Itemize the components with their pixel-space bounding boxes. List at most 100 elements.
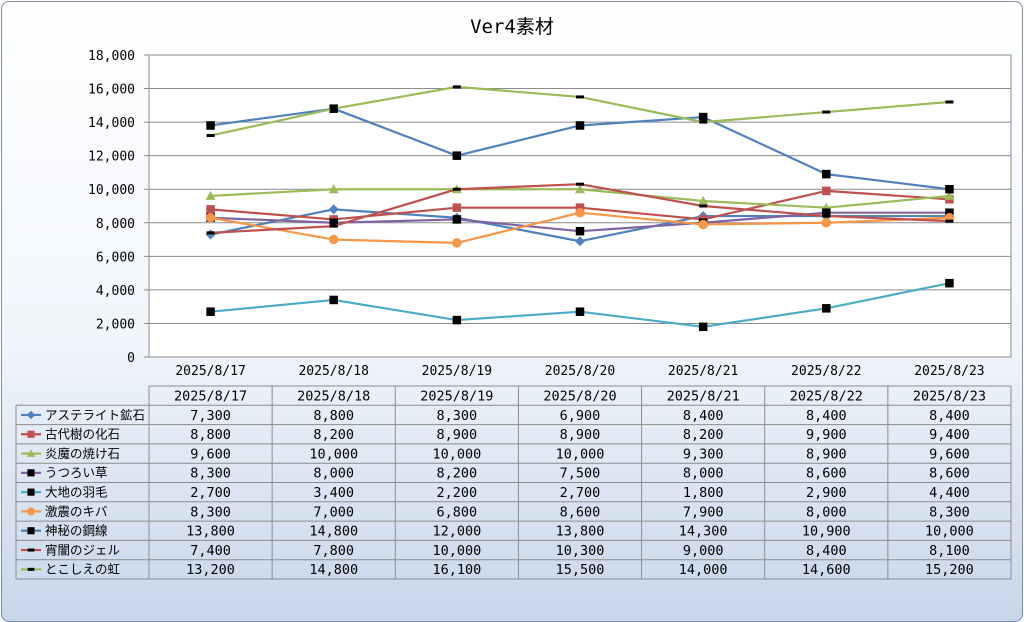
legend-key (21, 410, 41, 420)
table-cell-value: 14,800 (309, 524, 358, 540)
y-tick-label: 0 (127, 351, 135, 366)
point-marker (698, 112, 708, 122)
table-cell-value: 10,900 (802, 524, 851, 540)
table-header-date: 2025/8/17 (174, 389, 247, 405)
y-tick-label: 10,000 (88, 183, 135, 198)
table-cell-value: 7,300 (190, 408, 231, 424)
point-marker (26, 449, 36, 457)
table-cell-value: 8,100 (929, 543, 970, 559)
point-marker (945, 278, 954, 288)
table-cell-value: 7,500 (560, 466, 601, 482)
point-marker (206, 121, 215, 130)
point-marker (452, 151, 462, 160)
table-cell-value: 14,300 (679, 524, 728, 540)
x-tick-label: 2025/8/23 (914, 364, 984, 379)
point-marker (27, 469, 35, 477)
point-marker (205, 212, 216, 223)
point-marker (944, 190, 955, 200)
table-header-date: 2025/8/21 (667, 389, 740, 405)
table-cell-value: 8,300 (437, 408, 478, 424)
x-tick-label: 2025/8/21 (668, 364, 738, 379)
legend-key (21, 567, 41, 571)
table-cell-value: 12,000 (432, 524, 481, 540)
point-marker (27, 488, 35, 496)
point-marker (27, 567, 35, 571)
table-cell-value: 9,000 (683, 543, 724, 559)
legend-label: とこしえの虹 (45, 562, 121, 577)
x-tick-label: 2025/8/17 (175, 364, 245, 379)
table-header-date: 2025/8/19 (420, 389, 493, 405)
point-marker (329, 295, 338, 305)
chart-title: Ver4素材 (470, 16, 554, 38)
legend-key (21, 548, 41, 552)
x-tick-label: 2025/8/22 (791, 364, 861, 379)
table-cell-value: 9,300 (683, 446, 724, 462)
table-cell-value: 13,200 (186, 562, 235, 578)
point-marker (945, 208, 954, 217)
table-cell-value: 8,300 (190, 466, 231, 482)
table-cell-value: 10,000 (432, 543, 481, 559)
table-cell-value: 6,900 (560, 408, 601, 424)
table-cell-value: 7,900 (683, 504, 724, 520)
y-tick-label: 4,000 (96, 284, 135, 299)
y-tick-label: 18,000 (88, 49, 135, 64)
table-cell-value: 8,200 (683, 427, 724, 443)
series-5 (206, 278, 954, 332)
table-header-date: 2025/8/18 (297, 389, 370, 405)
point-marker (575, 226, 585, 236)
table-cell-value: 2,700 (560, 485, 601, 501)
point-marker (329, 218, 338, 228)
point-marker (822, 110, 831, 114)
legend-key (21, 430, 41, 438)
table-cell-value: 8,200 (313, 427, 354, 443)
table-cell-value: 10,000 (432, 446, 481, 462)
data-table: 2025/8/17 2025/8/18 2025/8/19 2025/8/20 2025… (15, 385, 1012, 580)
table-cell-value: 8,600 (560, 504, 601, 520)
point-marker (27, 527, 35, 535)
table-cell-value: 9,600 (929, 446, 970, 462)
legend-key (21, 488, 41, 496)
point-marker (945, 184, 954, 194)
table-cell-value: 13,800 (186, 524, 235, 540)
table-cell-value: 8,900 (806, 446, 847, 462)
x-axis-ticks: 2025/8/17 2025/8/18 2025/8/19 2025/8/20 2025… (175, 364, 984, 379)
table-cell-value: 8,400 (929, 408, 970, 424)
point-marker (329, 224, 338, 228)
point-marker (329, 107, 338, 111)
point-marker (822, 214, 831, 218)
y-axis-ticks: 0 2,000 4,000 6,000 8,000 10,000 12,000 14,000 1… (88, 49, 135, 366)
legend-label: 炎魔の焼け石 (45, 446, 120, 461)
point-marker (575, 121, 585, 130)
point-marker (452, 215, 462, 224)
point-marker (328, 204, 339, 215)
table-cell-value: 10,300 (556, 543, 605, 559)
point-marker (575, 184, 585, 194)
point-marker (27, 430, 35, 438)
x-tick-label: 2025/8/20 (545, 364, 615, 379)
point-marker (575, 236, 585, 247)
table-cell-value: 8,400 (806, 543, 847, 559)
point-marker (822, 304, 831, 313)
point-marker (206, 231, 215, 235)
y-tick-label: 6,000 (96, 250, 135, 265)
legend-key (21, 507, 41, 516)
y-tick-label: 8,000 (96, 217, 135, 232)
point-marker (945, 219, 954, 223)
table-cell-value: 8,900 (560, 427, 601, 443)
point-marker (452, 238, 462, 248)
legend-label: 神秘の鋼線 (45, 523, 108, 538)
table-cell-value: 14,800 (309, 562, 358, 578)
x-tick-label: 2025/8/19 (422, 364, 492, 379)
table-cell-value: 9,900 (806, 427, 847, 443)
series-9 (206, 85, 954, 138)
table-cell-value: 8,800 (190, 427, 231, 443)
legend-label: 宵闇のジェル (45, 542, 120, 557)
point-marker (27, 507, 35, 516)
point-marker (576, 95, 584, 99)
table-cell-value: 8,400 (806, 408, 847, 424)
point-marker (699, 120, 708, 124)
table-cell-value: 9,400 (929, 427, 970, 443)
table-cell-value: 7,800 (313, 543, 354, 559)
table-cell-value: 8,400 (683, 408, 724, 424)
point-marker (699, 204, 708, 208)
